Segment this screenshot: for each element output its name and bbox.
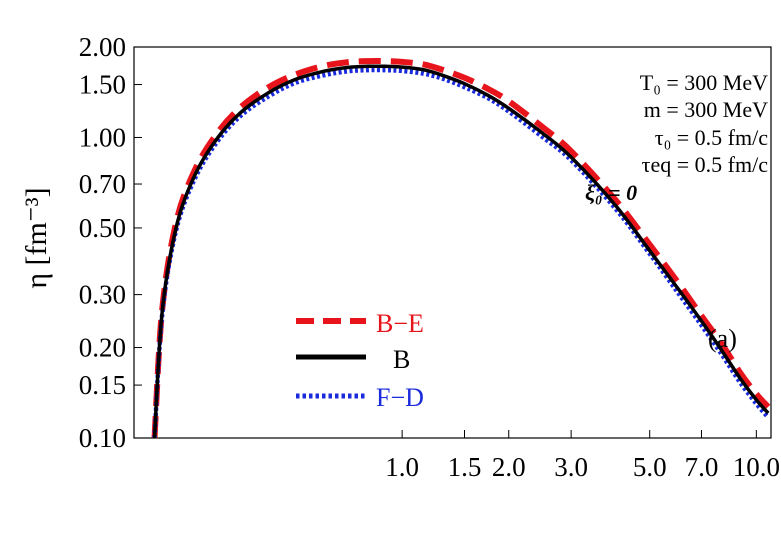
x-tick-label: 10.0 <box>733 452 780 482</box>
parameter-annotation: T₀ = 300 MeV m = 300 MeV τ₀ = 0.5 fm/c τ… <box>585 70 768 205</box>
y-tick-label: 0.50 <box>79 213 126 243</box>
plot-frame <box>133 46 772 439</box>
legend-label-b: B <box>393 345 410 374</box>
y-tick-label: 0.70 <box>79 169 126 199</box>
legend: B−E B F−D <box>296 309 424 412</box>
series-group <box>151 57 771 439</box>
y-axis: 2.00 1.50 1.00 0.70 0.50 0.30 0.20 0.15 0.10 <box>79 32 142 453</box>
y-tick-label: 1.00 <box>79 122 126 152</box>
x-tick-label: 7.0 <box>685 452 719 482</box>
legend-label-fd: F−D <box>376 383 424 412</box>
y-tick-label: 2.00 <box>79 32 126 62</box>
param-T0: T₀ = 300 MeV <box>640 70 768 95</box>
series-line-dashed <box>151 57 771 439</box>
panel-label: (a) <box>708 324 737 353</box>
y-tick-label: 0.20 <box>79 333 126 363</box>
y-tick-label: 0.30 <box>79 280 126 310</box>
param-m: m = 300 MeV <box>644 97 768 122</box>
x-tick-label: 3.0 <box>554 452 588 482</box>
x-axis: 1.0 1.5 2.0 3.0 5.0 7.0 10.0 <box>385 430 780 482</box>
y-axis-label: η [fm⁻³] <box>20 187 53 288</box>
y-tick-label: 0.10 <box>79 423 126 453</box>
x-tick-label: 1.0 <box>385 452 419 482</box>
y-tick-label: 1.50 <box>79 70 126 100</box>
x-tick-label: 5.0 <box>633 452 667 482</box>
param-xi0: ξ₀ = 0 <box>585 180 637 205</box>
series-line-solid <box>152 64 770 439</box>
legend-label-be: B−E <box>376 309 424 338</box>
x-tick-label: 1.5 <box>448 452 482 482</box>
param-taueq: τeq = 0.5 fm/c <box>642 152 769 177</box>
y-tick-label: 0.15 <box>79 370 126 400</box>
param-tau0: τ₀ = 0.5 fm/c <box>655 125 768 150</box>
x-tick-label: 2.0 <box>492 452 526 482</box>
series-line-dotted <box>152 67 770 439</box>
